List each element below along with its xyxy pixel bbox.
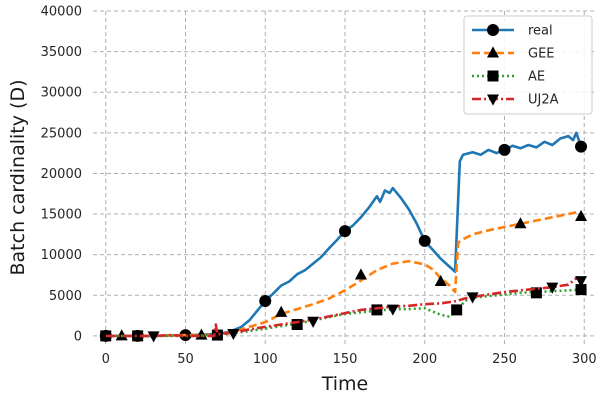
y-tick-label: 35000 xyxy=(41,45,82,60)
series-layer xyxy=(99,131,588,343)
y-tick-label: 10000 xyxy=(41,248,82,263)
data-point-marker xyxy=(487,24,499,36)
series-line xyxy=(105,131,583,338)
data-point-marker xyxy=(275,305,288,317)
x-tick-label: 300 xyxy=(572,352,597,367)
data-point-marker xyxy=(227,328,240,341)
data-point-marker xyxy=(386,304,399,316)
data-point-marker xyxy=(466,292,479,304)
data-point-marker xyxy=(100,330,112,342)
data-point-marker xyxy=(487,46,499,58)
data-point-marker xyxy=(354,268,367,280)
y-axis-ticks: 0 5000 10000 15000 20000 25000 30000 35000 40000 xyxy=(41,5,82,345)
series-line xyxy=(105,211,582,338)
x-tick-label: 0 xyxy=(102,352,110,367)
x-tick-label: 50 xyxy=(177,352,194,367)
series-AE xyxy=(100,284,587,342)
data-point-marker xyxy=(575,140,588,153)
legend-box xyxy=(463,15,593,115)
legend-label: AE xyxy=(528,70,545,85)
legend: real GEE AE UJ2A xyxy=(463,15,593,115)
data-point-marker xyxy=(514,217,527,229)
series-UJ2A xyxy=(105,276,588,343)
legend-label: UJ2A xyxy=(528,93,559,108)
data-point-marker xyxy=(259,294,272,307)
data-point-marker xyxy=(546,282,559,294)
legend-label: real xyxy=(528,24,553,39)
legend-entry: AE xyxy=(472,70,545,85)
data-point-marker xyxy=(498,143,511,156)
legend-entry: UJ2A xyxy=(472,93,559,108)
series-line xyxy=(105,288,582,338)
x-tick-label: 250 xyxy=(492,352,517,367)
data-point-marker xyxy=(451,304,463,316)
legend-entry: real xyxy=(472,24,553,39)
data-point-marker xyxy=(575,209,588,221)
y-tick-label: 40000 xyxy=(41,5,82,20)
data-point-marker xyxy=(307,316,320,328)
data-point-marker xyxy=(418,234,431,247)
y-tick-label: 25000 xyxy=(41,126,82,141)
data-point-marker xyxy=(575,276,588,288)
data-point-marker xyxy=(132,330,144,342)
y-axis-label: Batch cardinality (D) xyxy=(7,80,29,276)
x-axis-label: Time xyxy=(321,373,369,395)
data-point-marker xyxy=(434,274,447,286)
series-real xyxy=(99,131,588,342)
y-tick-label: 0 xyxy=(74,329,82,344)
x-tick-label: 100 xyxy=(253,352,278,367)
data-point-marker xyxy=(487,94,499,106)
y-tick-label: 30000 xyxy=(41,86,82,101)
y-tick-label: 20000 xyxy=(41,167,82,182)
y-tick-label: 15000 xyxy=(41,208,82,223)
data-point-marker xyxy=(371,304,383,316)
data-point-marker xyxy=(147,331,160,343)
x-tick-label: 200 xyxy=(412,352,437,367)
x-axis-ticks: 0 50 100 150 200 250 300 xyxy=(102,352,597,367)
legend-label: GEE xyxy=(528,47,555,62)
x-tick-label: 150 xyxy=(333,352,358,367)
data-point-marker xyxy=(339,225,351,238)
data-point-marker xyxy=(291,319,303,331)
grid xyxy=(93,10,597,344)
data-point-marker xyxy=(211,329,223,341)
data-point-marker xyxy=(530,287,542,299)
y-tick-label: 5000 xyxy=(49,289,82,304)
data-point-marker xyxy=(575,284,587,296)
series-line xyxy=(105,276,582,338)
legend-entry: GEE xyxy=(472,46,555,62)
data-point-marker xyxy=(487,70,499,82)
